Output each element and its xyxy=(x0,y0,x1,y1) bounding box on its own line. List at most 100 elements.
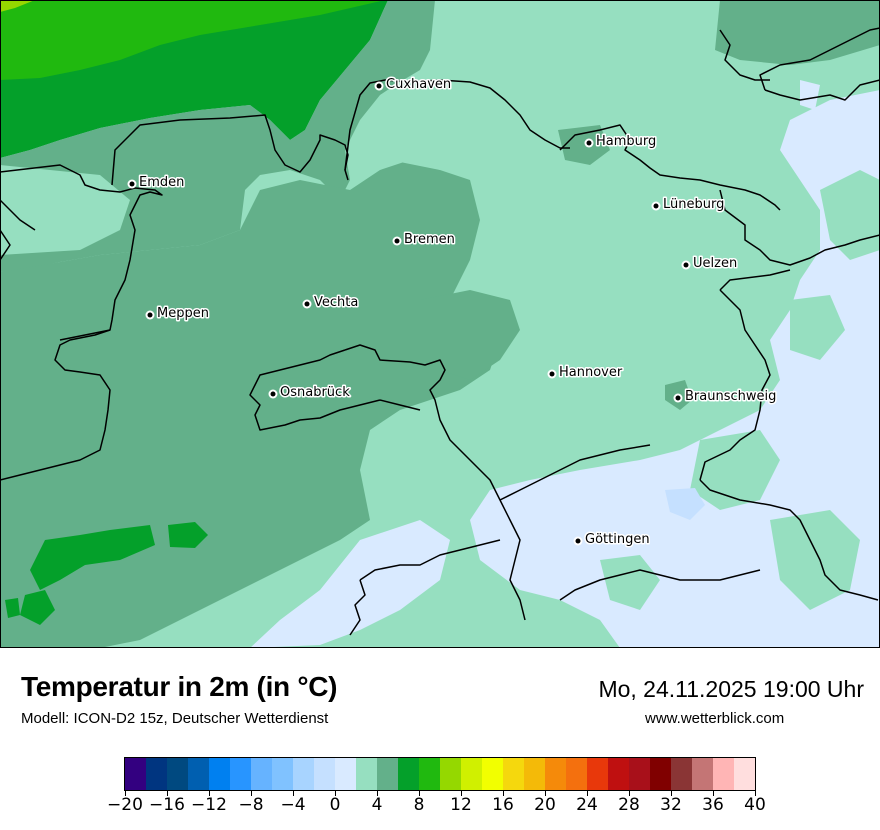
city-marker: Braunschweig xyxy=(673,388,778,406)
colorbar-tick-label: 16 xyxy=(492,795,514,815)
map-title: Temperatur in 2m (in °C) xyxy=(21,671,338,702)
website-link[interactable]: www.wetterblick.com xyxy=(645,710,785,727)
city-dot-icon xyxy=(147,312,153,318)
colorbar-tick-mark xyxy=(335,791,336,796)
temperature-colorbar xyxy=(124,757,756,791)
colorbar-tick-label: 24 xyxy=(576,795,598,815)
city-marker: Uelzen xyxy=(681,255,739,273)
colorbar-bin xyxy=(440,758,461,790)
city-label: Hamburg xyxy=(596,134,656,149)
colorbar-bin xyxy=(713,758,734,790)
colorbar-bin xyxy=(524,758,545,790)
colorbar-bin xyxy=(146,758,167,790)
colorbar-tick-label: 28 xyxy=(618,795,640,815)
city-dot-icon xyxy=(376,83,382,89)
city-marker: Göttingen xyxy=(573,531,651,549)
colorbar-tick-mark xyxy=(419,791,420,796)
colorbar-bin xyxy=(293,758,314,790)
city-label: Braunschweig xyxy=(685,389,776,404)
colorbar-bin xyxy=(482,758,503,790)
model-source: Modell: ICON-D2 15z, Deutscher Wetterdie… xyxy=(21,710,329,727)
colorbar-bin xyxy=(167,758,188,790)
colorbar-ticks: −20 −16 −12 −8 −4 0 4 8 12 16 20 24 28 32 36 40 xyxy=(107,791,766,821)
valid-datetime: Mo, 24.11.2025 19:00 Uhr xyxy=(598,676,864,702)
colorbar-tick-mark xyxy=(251,791,252,796)
colorbar-bin xyxy=(419,758,440,790)
colorbar-tick-label: 36 xyxy=(702,795,724,815)
colorbar-bin xyxy=(125,758,146,790)
city-dot-icon xyxy=(575,538,581,544)
city-label: Bremen xyxy=(404,232,455,247)
colorbar-tick-label: 20 xyxy=(534,795,556,815)
city-label: Cuxhaven xyxy=(386,77,451,92)
city-dot-icon xyxy=(129,181,135,187)
colorbar-bin xyxy=(587,758,608,790)
city-marker: Emden xyxy=(127,174,186,192)
city-marker: Meppen xyxy=(145,305,210,323)
colorbar-tick-mark xyxy=(125,791,126,796)
city-label: Göttingen xyxy=(585,532,650,547)
city-dot-icon xyxy=(653,203,659,209)
colorbar-bin xyxy=(545,758,566,790)
city-label: Meppen xyxy=(157,306,209,321)
city-label: Osnabrück xyxy=(280,385,350,400)
colorbar-bin xyxy=(566,758,587,790)
colorbar-bin xyxy=(461,758,482,790)
city-dot-icon xyxy=(549,371,555,377)
colorbar-tick-mark xyxy=(503,791,504,796)
colorbar-tick-mark xyxy=(713,791,714,796)
colorbar-bin xyxy=(335,758,356,790)
city-dot-icon xyxy=(394,238,400,244)
colorbar-tick-mark xyxy=(377,791,378,796)
colorbar-tick-label: 8 xyxy=(413,795,425,815)
colorbar-tick-label: −4 xyxy=(280,795,306,815)
colorbar-bin xyxy=(671,758,692,790)
city-marker: Hamburg xyxy=(584,133,658,151)
colorbar-bin xyxy=(230,758,251,790)
colorbar-bin xyxy=(734,758,755,790)
colorbar-bin xyxy=(209,758,230,790)
city-dot-icon xyxy=(270,391,276,397)
colorbar-tick-label: 4 xyxy=(371,795,383,815)
colorbar-tick-mark xyxy=(293,791,294,796)
city-marker: Cuxhaven xyxy=(374,76,453,94)
colorbar-tick-mark xyxy=(461,791,462,796)
colorbar-bin xyxy=(692,758,713,790)
city-label: Emden xyxy=(139,175,184,190)
city-marker: Osnabrück xyxy=(268,384,352,402)
colorbar-tick-label: 0 xyxy=(329,795,341,815)
colorbar-bin xyxy=(629,758,650,790)
colorbar-bin xyxy=(356,758,377,790)
colorbar-tick-mark xyxy=(209,791,210,796)
city-label: Vechta xyxy=(314,295,358,310)
colorbar-tick-label: 40 xyxy=(744,795,766,815)
city-marker: Hannover xyxy=(547,364,624,382)
city-label: Lüneburg xyxy=(663,197,724,212)
colorbar-bin xyxy=(650,758,671,790)
colorbar-tick-mark xyxy=(755,791,756,796)
colorbar-bin xyxy=(251,758,272,790)
colorbar-bin xyxy=(188,758,209,790)
colorbar-tick-mark xyxy=(671,791,672,796)
city-marker: Bremen xyxy=(392,231,456,249)
colorbar-tick-label: −8 xyxy=(238,795,264,815)
colorbar-tick-mark xyxy=(587,791,588,796)
city-dot-icon xyxy=(586,140,592,146)
city-marker: Vechta xyxy=(302,294,360,312)
colorbar-bin xyxy=(608,758,629,790)
colorbar-tick-label: 12 xyxy=(450,795,472,815)
colorbar-tick-label: −20 xyxy=(107,795,143,815)
colorbar-tick-label: −12 xyxy=(191,795,227,815)
city-dot-icon xyxy=(683,262,689,268)
temperature-map: Cuxhaven Hamburg Emden Lüneburg Bremen Uelzen… xyxy=(0,0,880,648)
colorbar-tick-mark xyxy=(545,791,546,796)
colorbar-tick-label: −16 xyxy=(149,795,185,815)
colorbar-tick-mark xyxy=(167,791,168,796)
colorbar-bin xyxy=(377,758,398,790)
colorbar-tick-label: 32 xyxy=(660,795,682,815)
city-dot-icon xyxy=(675,395,681,401)
colorbar-bin xyxy=(503,758,524,790)
city-dot-icon xyxy=(304,301,310,307)
colorbar-tick-mark xyxy=(629,791,630,796)
colorbar-bin xyxy=(314,758,335,790)
